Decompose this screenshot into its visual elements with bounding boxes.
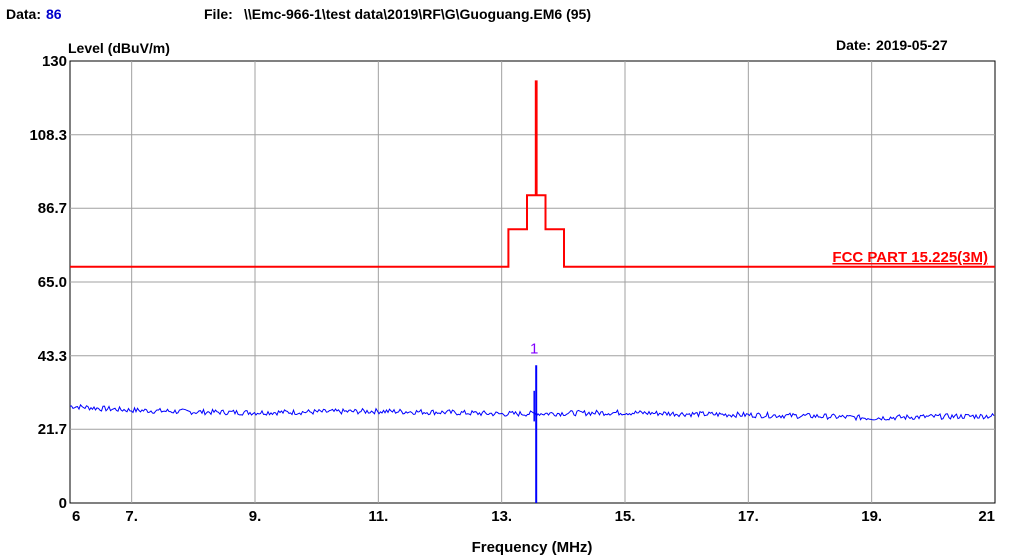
x-tick-labels: 6 7. 9. 11. 13. 15. 17. 19. 21 bbox=[72, 508, 995, 525]
x-tick-label: 15. bbox=[615, 508, 636, 525]
file-label: File: bbox=[204, 6, 233, 22]
x-tick-label: 9. bbox=[249, 508, 262, 525]
x-tick-label: 21 bbox=[978, 508, 995, 525]
series-group bbox=[69, 80, 995, 503]
y-tick-label: 86.7 bbox=[38, 200, 67, 217]
limit-line bbox=[70, 80, 995, 268]
y-tick-label: 65.0 bbox=[38, 274, 67, 291]
x-tick-label: 13. bbox=[491, 508, 512, 525]
x-tick-label: 11. bbox=[368, 508, 388, 525]
y-tick-label: 108.3 bbox=[29, 127, 67, 144]
data-label: Data: bbox=[6, 6, 41, 22]
x-tick-label: 7. bbox=[125, 508, 138, 525]
file-path: \\Emc-966-1\test data\2019\RF\G\Guoguang… bbox=[244, 6, 591, 22]
limit-line-label: FCC PART 15.225(3M) bbox=[832, 249, 988, 266]
header: Data: 86 File: \\Emc-966-1\test data\201… bbox=[6, 6, 591, 22]
date-value: 2019-05-27 bbox=[876, 37, 948, 53]
grid bbox=[69, 60, 996, 504]
measurement-trace bbox=[69, 403, 995, 422]
y-tick-label: 43.3 bbox=[38, 348, 67, 365]
y-tick-label: 0 bbox=[59, 495, 67, 512]
markers-group: 1 bbox=[530, 340, 538, 357]
y-axis-label: Level (dBuV/m) bbox=[68, 40, 170, 56]
data-value: 86 bbox=[46, 6, 62, 22]
x-tick-label: 17. bbox=[738, 508, 759, 525]
y-tick-label: 21.7 bbox=[38, 421, 67, 438]
x-tick-label: 6 bbox=[72, 508, 80, 525]
x-axis-label: Frequency (MHz) bbox=[472, 539, 593, 555]
y-tick-label: 130 bbox=[42, 53, 67, 70]
marker-label: 1 bbox=[530, 340, 538, 357]
y-tick-labels: 0 21.7 43.3 65.0 86.7 108.3 130 bbox=[29, 53, 67, 512]
x-tick-label: 19. bbox=[861, 508, 882, 525]
date-label: Date: bbox=[836, 37, 871, 53]
